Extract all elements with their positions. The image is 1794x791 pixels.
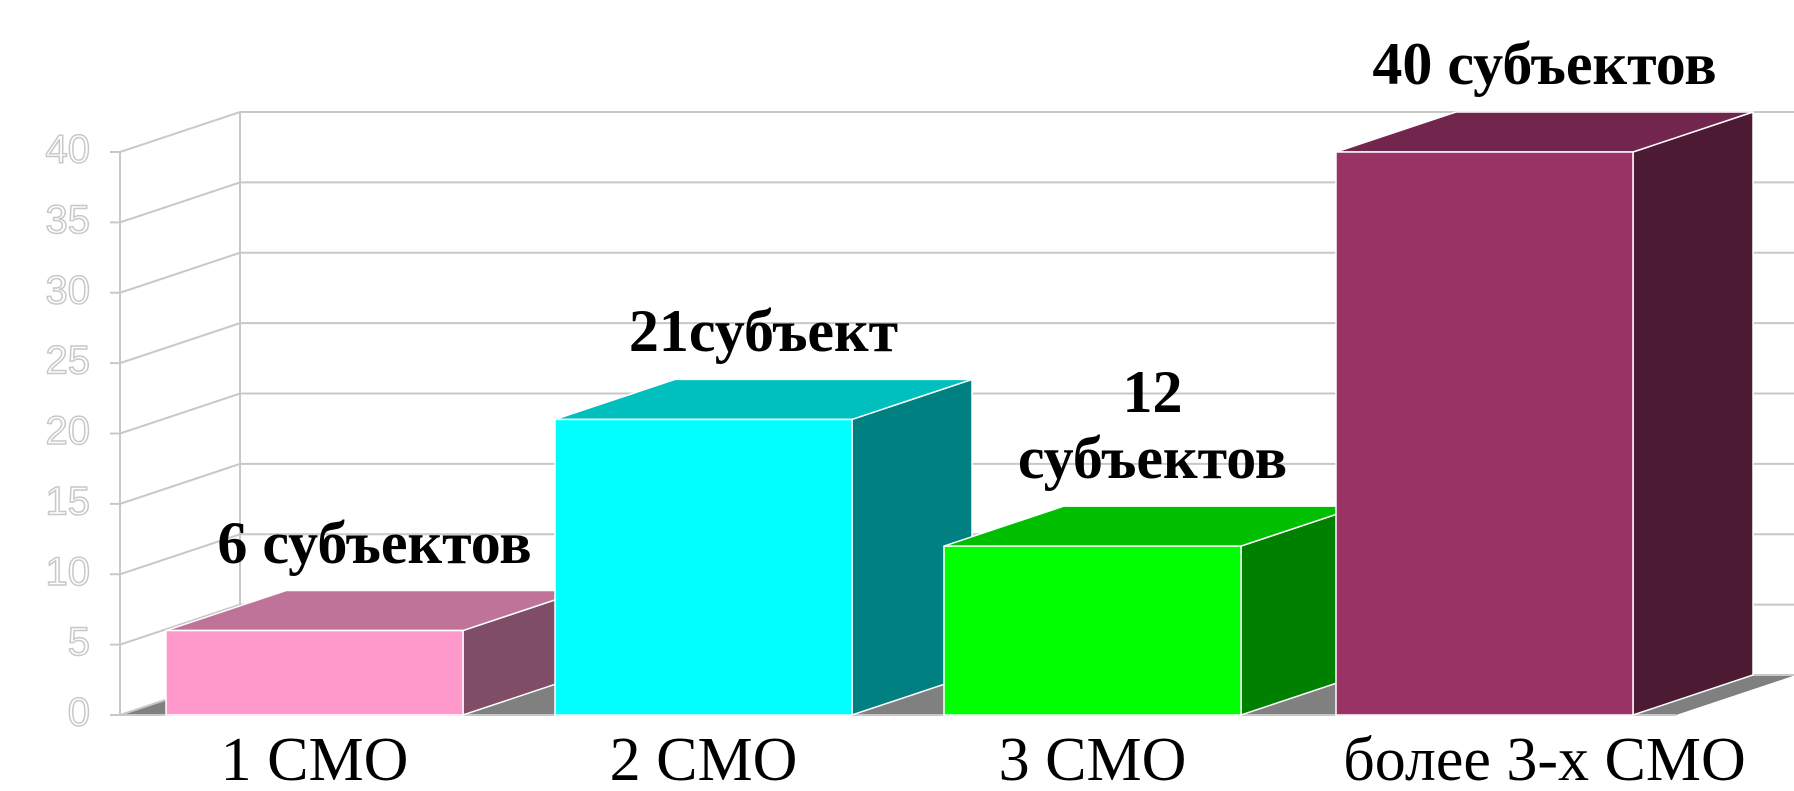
x-tick-label: 2 СМО (610, 726, 798, 791)
value-label: 12 субъектов (1017, 359, 1288, 492)
value-label: 21субъект (628, 298, 899, 365)
y-tick-label: 40 (46, 128, 91, 172)
grid-line (119, 322, 1794, 365)
y-tick-label: 10 (46, 550, 91, 594)
bar (1335, 151, 1634, 716)
y-tick-label: 5 (68, 620, 90, 664)
y-tick-label: 15 (46, 479, 91, 523)
bar (554, 418, 853, 716)
grid-line (119, 462, 1794, 505)
bar (943, 545, 1242, 716)
y-tick-label: 30 (46, 268, 91, 312)
y-tick-label: 35 (46, 198, 91, 242)
grid-line (119, 251, 1794, 294)
grid-line (119, 181, 1794, 224)
bar (165, 629, 464, 716)
grid-line (119, 111, 1794, 153)
y-tick-label: 20 (46, 409, 91, 453)
value-label: 6 субъектов (217, 509, 532, 576)
x-tick-label: 3 СМО (999, 726, 1187, 791)
y-tick-label: 0 (68, 691, 90, 735)
value-label: 40 субъектов (1372, 31, 1717, 97)
grid-line (119, 392, 1794, 435)
x-tick-label: 1 СМО (221, 726, 409, 791)
x-tick-label: более 3-х СМО (1343, 726, 1746, 791)
y-tick-label: 25 (46, 339, 91, 383)
bar-side (1632, 110, 1754, 717)
